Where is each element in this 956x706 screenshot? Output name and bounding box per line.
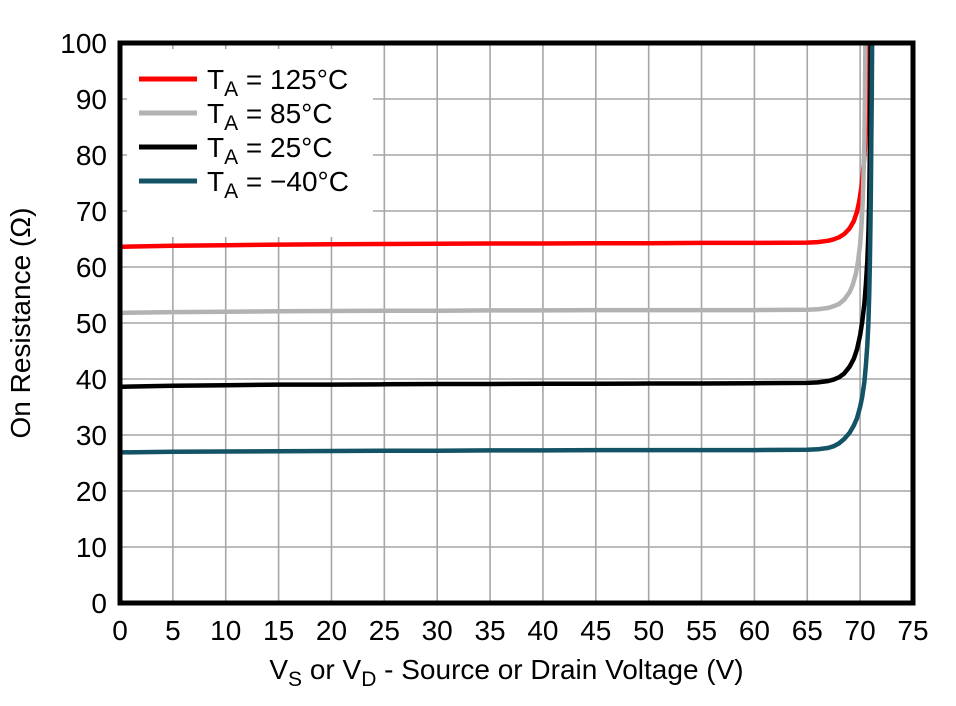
y-tick-label: 30	[76, 420, 107, 451]
y-tick-label: 20	[76, 476, 107, 507]
legend-label-25c: TA = 25°C	[207, 132, 333, 169]
legend-item-n40c: TA = −40°C	[139, 166, 349, 203]
x-tick-label: 25	[369, 615, 400, 646]
series-line-n40c	[122, 45, 875, 455]
legend-label-85c: TA = 85°C	[207, 98, 333, 135]
y-tick-labels: 0 10 20 30 40 50 60 70 80 90 100	[60, 28, 107, 619]
y-tick-label: 90	[76, 84, 107, 115]
x-tick-label: 50	[633, 615, 664, 646]
series-curves	[122, 45, 875, 455]
x-tick-label: 20	[316, 615, 347, 646]
y-tick-label: 60	[76, 252, 107, 283]
legend-item-25c: TA = 25°C	[139, 132, 333, 169]
y-axis-title: On Resistance (Ω)	[5, 208, 36, 439]
x-tick-labels: 0 5 10 15 20 25 30 35 40 45 50 55 60 65 70 75	[112, 615, 928, 646]
x-tick-label: 5	[165, 615, 181, 646]
x-tick-label: 0	[112, 615, 128, 646]
legend-label-125c: TA = 125°C	[207, 64, 348, 101]
x-axis-title: VS or VD - Source or Drain Voltage (V)	[269, 654, 743, 691]
x-tick-label: 60	[739, 615, 770, 646]
x-tick-label: 10	[210, 615, 241, 646]
y-tick-label: 50	[76, 308, 107, 339]
x-tick-label: 40	[527, 615, 558, 646]
legend: TA = 125°CTA = 85°CTA = 25°CTA = −40°C	[127, 49, 373, 237]
x-tick-label: 45	[580, 615, 611, 646]
x-tick-label: 70	[845, 615, 876, 646]
plot-frame	[117, 40, 916, 606]
x-tick-label: 35	[474, 615, 505, 646]
x-tick-label: 65	[792, 615, 823, 646]
series-line-85c	[122, 45, 868, 316]
x-tick-label: 15	[263, 615, 294, 646]
x-tick-label: 55	[686, 615, 717, 646]
y-tick-label: 80	[76, 140, 107, 171]
y-tick-label: 0	[91, 588, 107, 619]
y-tick-label: 10	[76, 532, 107, 563]
x-tick-label: 75	[897, 615, 928, 646]
y-tick-label: 70	[76, 196, 107, 227]
legend-label-n40c: TA = −40°C	[207, 166, 349, 203]
y-tick-label: 100	[60, 28, 107, 59]
x-tick-label: 30	[422, 615, 453, 646]
legend-item-85c: TA = 85°C	[139, 98, 333, 135]
legend-item-125c: TA = 125°C	[139, 64, 348, 101]
y-tick-label: 40	[76, 364, 107, 395]
